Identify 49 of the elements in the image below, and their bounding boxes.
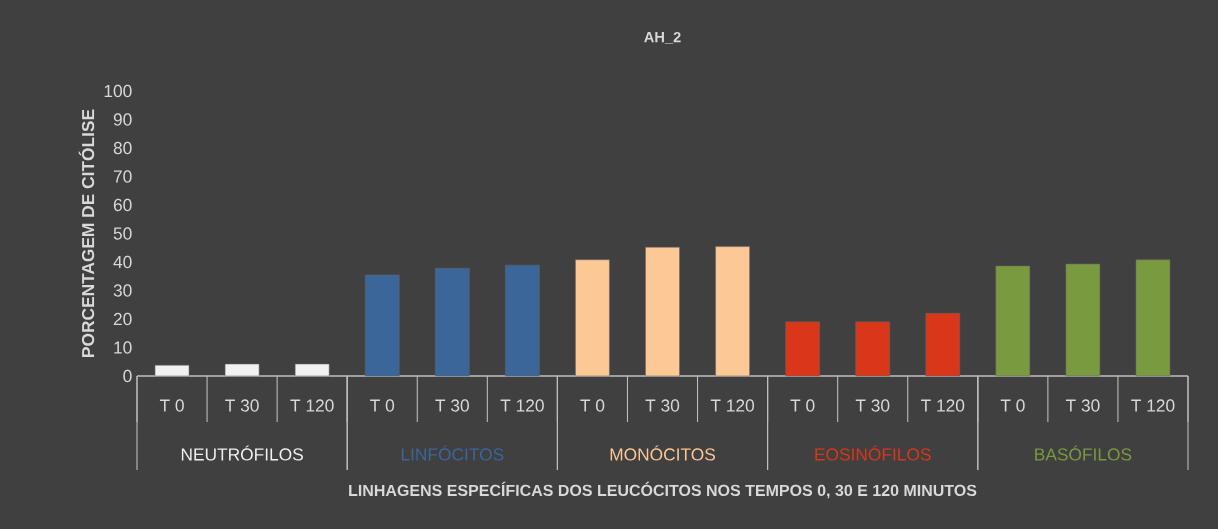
text: BASÓFILOS <box>1035 445 1132 461</box>
x-tick-label: T 120 <box>500 399 544 412</box>
bar <box>505 264 540 377</box>
x-tick-label: T 30 <box>435 399 469 412</box>
x-tick-label: T 120 <box>1131 399 1175 412</box>
bar <box>154 364 190 377</box>
x-tick-label: T 30 <box>645 399 680 412</box>
bar <box>1065 263 1101 377</box>
bar <box>995 265 1031 377</box>
text: NEUTRÓFILOS <box>181 445 303 461</box>
text: MONÓCITOS <box>610 445 716 461</box>
x-tick-label: T 120 <box>921 399 965 412</box>
x-tick-label: T 0 <box>1000 399 1025 412</box>
y-tick-label: 50 <box>113 227 132 240</box>
bar <box>855 321 890 377</box>
x-tick-label: T 30 <box>855 399 890 412</box>
y-tick-label: 30 <box>113 284 132 297</box>
bar <box>925 313 961 377</box>
x-axis-title: LINHAGENS ESPECÍFICAS DOS LEUCÓCITOS NOS TEMPOS 0, 30 E 120 MINUTOS <box>349 481 977 499</box>
x-tick-label: T 30 <box>1065 399 1100 412</box>
bar <box>715 246 750 377</box>
y-tick-label: 60 <box>113 198 132 212</box>
chart-title: AH_2 <box>644 31 681 44</box>
y-tick-label: 90 <box>113 113 132 126</box>
x-tick-label: T 120 <box>710 399 755 412</box>
y-tick-label: 10 <box>114 341 132 354</box>
x-tick-label: T 30 <box>225 399 259 412</box>
x-tick-label: T 0 <box>370 399 395 412</box>
bar <box>364 274 400 377</box>
y-axis-title: PORCENTAGEM DE CITÓLISE <box>78 109 95 357</box>
x-tick-label: T 0 <box>790 399 815 412</box>
bar <box>224 363 260 377</box>
y-tick-label: 40 <box>113 255 132 269</box>
bar <box>435 268 470 377</box>
x-tick-label: T 0 <box>580 399 605 412</box>
y-tick-label: 70 <box>113 170 132 183</box>
bar <box>294 363 330 377</box>
y-tick-label: 0 <box>123 369 132 383</box>
y-tick-label: 20 <box>113 312 132 326</box>
bar <box>1135 259 1171 377</box>
x-tick-label: T 120 <box>290 399 334 412</box>
bar <box>645 246 680 377</box>
bar <box>575 259 610 377</box>
text: LINFÓCITOS <box>401 445 504 461</box>
bar <box>785 321 820 377</box>
y-tick-label: 80 <box>113 141 132 155</box>
y-tick-label: 100 <box>104 84 132 98</box>
text: EOSINÓFILOS <box>815 445 931 461</box>
x-tick-label: T 0 <box>159 399 184 412</box>
